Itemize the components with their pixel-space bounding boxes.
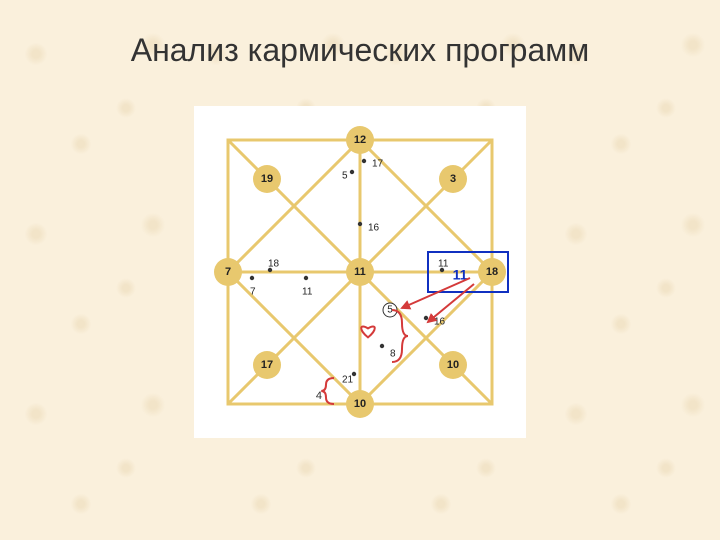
red-arrow <box>428 284 474 322</box>
svg-text:4: 4 <box>316 390 322 402</box>
svg-text:17: 17 <box>372 159 384 170</box>
svg-text:12: 12 <box>354 134 366 146</box>
svg-text:11: 11 <box>438 259 449 270</box>
svg-text:5: 5 <box>342 171 348 182</box>
red-brace-2 <box>321 378 334 404</box>
svg-text:3: 3 <box>450 173 456 185</box>
svg-text:11: 11 <box>302 287 313 298</box>
svg-text:7: 7 <box>225 266 231 278</box>
svg-text:10: 10 <box>447 359 459 371</box>
heart-icon <box>361 327 375 338</box>
svg-text:19: 19 <box>261 173 273 185</box>
diagram-canvas: 1231810101771911175167181111168215114 <box>194 106 526 438</box>
svg-text:18: 18 <box>486 266 498 278</box>
page-title: Анализ кармических программ <box>0 32 720 69</box>
svg-text:21: 21 <box>342 375 354 386</box>
svg-text:18: 18 <box>268 259 280 270</box>
svg-text:8: 8 <box>390 349 396 360</box>
svg-text:11: 11 <box>354 266 366 278</box>
svg-text:10: 10 <box>354 398 366 410</box>
svg-text:17: 17 <box>261 359 273 371</box>
svg-text:16: 16 <box>434 317 446 328</box>
svg-text:16: 16 <box>368 223 380 234</box>
matrix-svg: 1231810101771911175167181111168215114 <box>194 106 526 438</box>
svg-text:7: 7 <box>250 287 256 298</box>
